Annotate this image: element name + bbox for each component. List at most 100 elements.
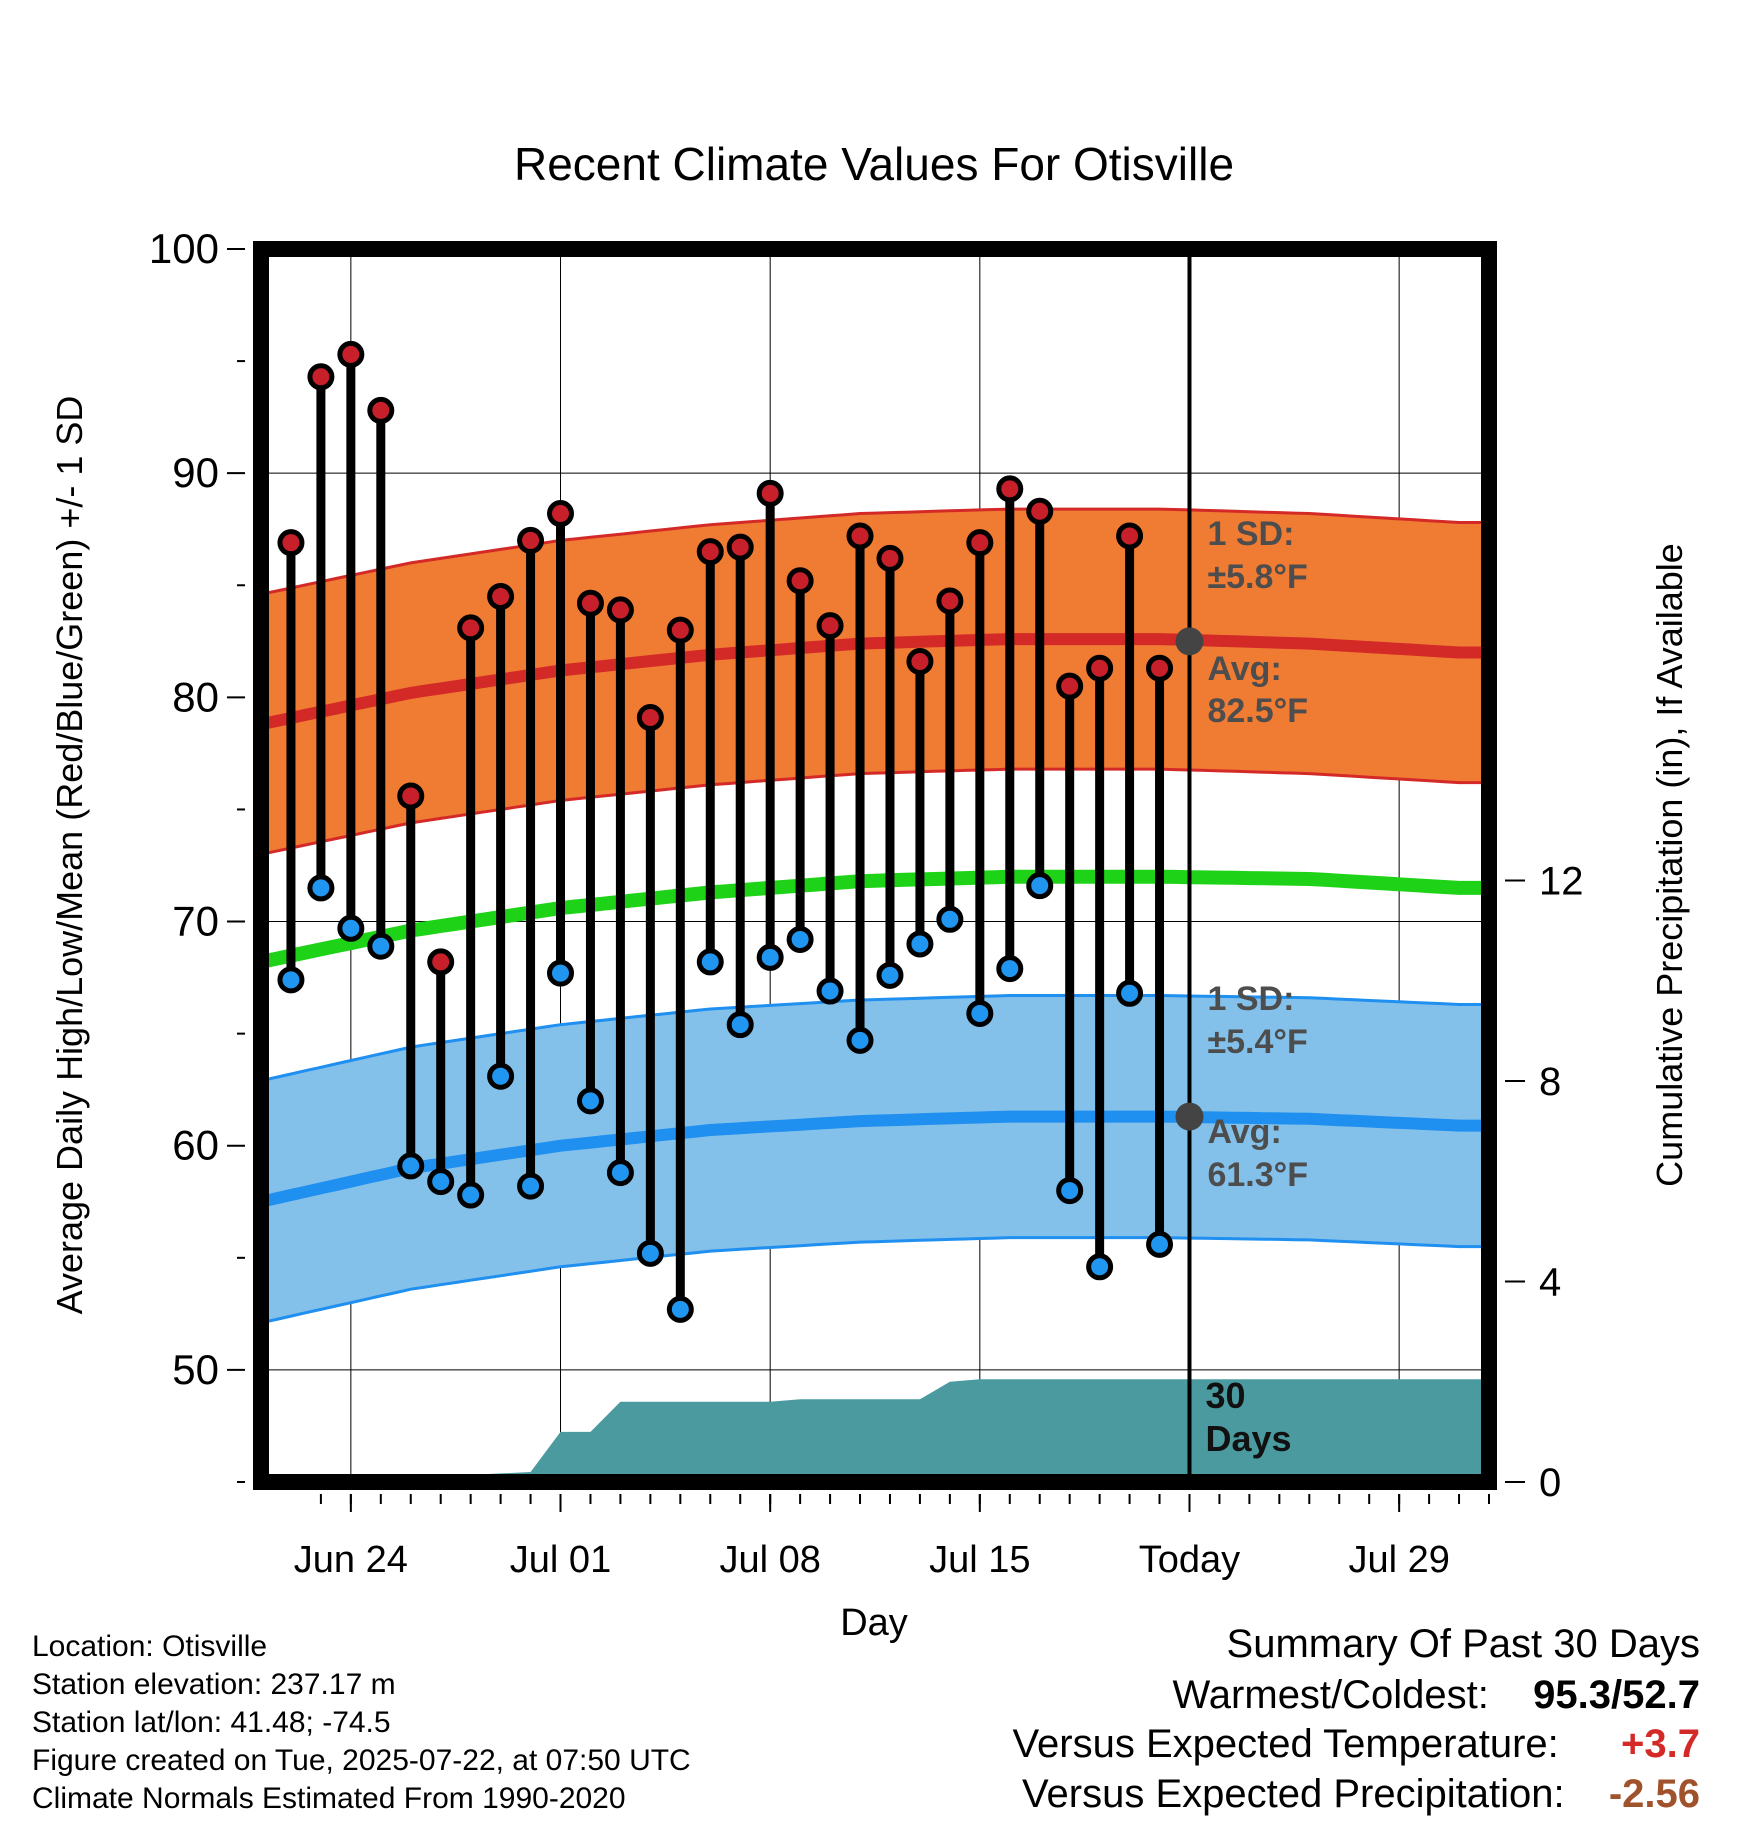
x-tick-label: Jul 15 bbox=[929, 1539, 1030, 1581]
daily-high-point bbox=[606, 596, 634, 624]
daily-low-point bbox=[576, 1087, 604, 1115]
high-avg-value: 82.5°F bbox=[1207, 692, 1308, 730]
mean-average-line bbox=[259, 869, 1489, 969]
precip-anomaly-value: -2.56 bbox=[1608, 1772, 1700, 1816]
days-label-text: Days bbox=[1205, 1418, 1291, 1459]
days-label-number: 30 bbox=[1205, 1375, 1245, 1416]
daily-high-point bbox=[277, 529, 305, 557]
daily-high-point bbox=[487, 582, 515, 610]
created-text: Figure created on Tue, 2025-07-22, at 07… bbox=[32, 1744, 691, 1777]
daily-high-point bbox=[756, 479, 784, 507]
today-low-avg-marker bbox=[1175, 1102, 1204, 1131]
daily-low-point bbox=[547, 959, 575, 987]
high-avg-label: Avg: bbox=[1207, 650, 1281, 688]
x-tick-label: Jul 29 bbox=[1348, 1539, 1449, 1581]
daily-high-point bbox=[337, 340, 365, 368]
low-sd-band bbox=[261, 995, 1489, 1323]
daily-low-point bbox=[1146, 1230, 1174, 1258]
daily-low-point bbox=[876, 961, 904, 989]
daily-high-point bbox=[696, 538, 724, 566]
y-axis-label: Average Daily High/Low/Mean (Red/Blue/Gr… bbox=[49, 396, 90, 1315]
daily-low-point bbox=[636, 1239, 664, 1267]
daily-high-point bbox=[547, 500, 575, 528]
daily-high-point bbox=[906, 647, 934, 675]
daily-high-point bbox=[786, 567, 814, 595]
daily-low-point bbox=[846, 1026, 874, 1054]
summary-warm-cold: Warmest/Coldest: 95.3/52.7 bbox=[1173, 1673, 1700, 1718]
slash: / bbox=[1611, 1673, 1623, 1717]
x-tick-label: Jun 24 bbox=[294, 1539, 408, 1581]
coldest-value: 52.7 bbox=[1622, 1673, 1700, 1717]
daily-high-point bbox=[307, 363, 335, 391]
y2-axis-label: Cumulative Precipitation (in), If Availa… bbox=[1649, 543, 1690, 1187]
daily-low-point bbox=[756, 943, 784, 971]
daily-high-point bbox=[1086, 654, 1114, 682]
low-avg-label: Avg: bbox=[1207, 1113, 1281, 1151]
precip-label: Versus Expected Precipitation: bbox=[1022, 1772, 1565, 1816]
y-tick-label: 90 bbox=[172, 449, 219, 496]
daily-high-point bbox=[427, 948, 455, 976]
daily-high-point bbox=[666, 616, 694, 644]
summary-title: Summary Of Past 30 Days bbox=[1226, 1622, 1700, 1666]
high-sd-band bbox=[261, 509, 1489, 855]
x-tick-label: Jul 08 bbox=[719, 1539, 820, 1581]
daily-low-point bbox=[936, 905, 964, 933]
warmest-value: 95.3 bbox=[1533, 1673, 1612, 1717]
y-tick-label: 100 bbox=[149, 225, 219, 272]
daily-low-point bbox=[726, 1011, 754, 1039]
elevation-text: Station elevation: 237.17 m bbox=[32, 1668, 396, 1701]
x-tick-label: Today bbox=[1139, 1539, 1240, 1581]
daily-low-point bbox=[517, 1172, 545, 1200]
y-tick-label: 70 bbox=[172, 898, 219, 945]
low-avg-value: 61.3°F bbox=[1207, 1156, 1308, 1194]
daily-high-point bbox=[367, 396, 395, 424]
daily-high-point bbox=[966, 529, 994, 557]
daily-low-point bbox=[666, 1295, 694, 1323]
high-sd-label: 1 SD: bbox=[1207, 515, 1294, 553]
x-axis-label: Day bbox=[840, 1602, 908, 1644]
warm-cold-label: Warmest/Coldest: bbox=[1172, 1673, 1489, 1717]
daily-low-point bbox=[816, 977, 844, 1005]
latlon-text: Station lat/lon: 41.48; -74.5 bbox=[32, 1706, 391, 1739]
chart-title: Recent Climate Values For Otisville bbox=[514, 138, 1234, 190]
x-tick-label: Jul 01 bbox=[510, 1539, 611, 1581]
daily-low-point bbox=[606, 1159, 634, 1187]
y2-tick-label: 0 bbox=[1539, 1461, 1561, 1505]
daily-low-point bbox=[457, 1181, 485, 1209]
summary-temp: Versus Expected Temperature: +3.7 bbox=[1013, 1722, 1700, 1767]
temp-anomaly-value: +3.7 bbox=[1621, 1722, 1700, 1766]
y2-tick-label: 4 bbox=[1539, 1261, 1561, 1305]
low-sd-label: 1 SD: bbox=[1207, 980, 1294, 1018]
y-tick-label: 50 bbox=[172, 1346, 219, 1393]
station-info: Location: Otisville Station elevation: 2… bbox=[32, 1628, 691, 1818]
daily-low-point bbox=[1026, 872, 1054, 900]
daily-low-point bbox=[906, 930, 934, 958]
y-tick-label: 80 bbox=[172, 673, 219, 720]
daily-low-point bbox=[1116, 979, 1144, 1007]
low-band-upper-edge bbox=[260, 994, 1489, 1083]
daily-high-point bbox=[457, 614, 485, 642]
temp-label: Versus Expected Temperature: bbox=[1012, 1722, 1559, 1766]
daily-high-point bbox=[1146, 654, 1174, 682]
location-text: Location: Otisville bbox=[32, 1630, 268, 1663]
y2-tick-label: 8 bbox=[1539, 1060, 1561, 1104]
daily-low-point bbox=[1056, 1177, 1084, 1205]
plot-background bbox=[261, 249, 1489, 1482]
daily-high-point bbox=[576, 589, 604, 617]
daily-low-point bbox=[367, 932, 395, 960]
high-band-upper-edge bbox=[260, 507, 1489, 596]
daily-low-point bbox=[966, 999, 994, 1027]
y-tick-label: 60 bbox=[172, 1122, 219, 1169]
daily-low-point bbox=[307, 874, 335, 902]
daily-high-point bbox=[846, 522, 874, 550]
y2-tick-label: 12 bbox=[1539, 860, 1584, 904]
daily-low-point bbox=[487, 1062, 515, 1090]
daily-high-point bbox=[1056, 672, 1084, 700]
daily-low-point bbox=[696, 948, 724, 976]
high-band-lower-edge bbox=[260, 767, 1489, 856]
daily-high-point bbox=[397, 782, 425, 810]
daily-high-point bbox=[1026, 497, 1054, 525]
high-average-line bbox=[259, 633, 1489, 731]
low-band-lower-edge bbox=[260, 1236, 1489, 1325]
